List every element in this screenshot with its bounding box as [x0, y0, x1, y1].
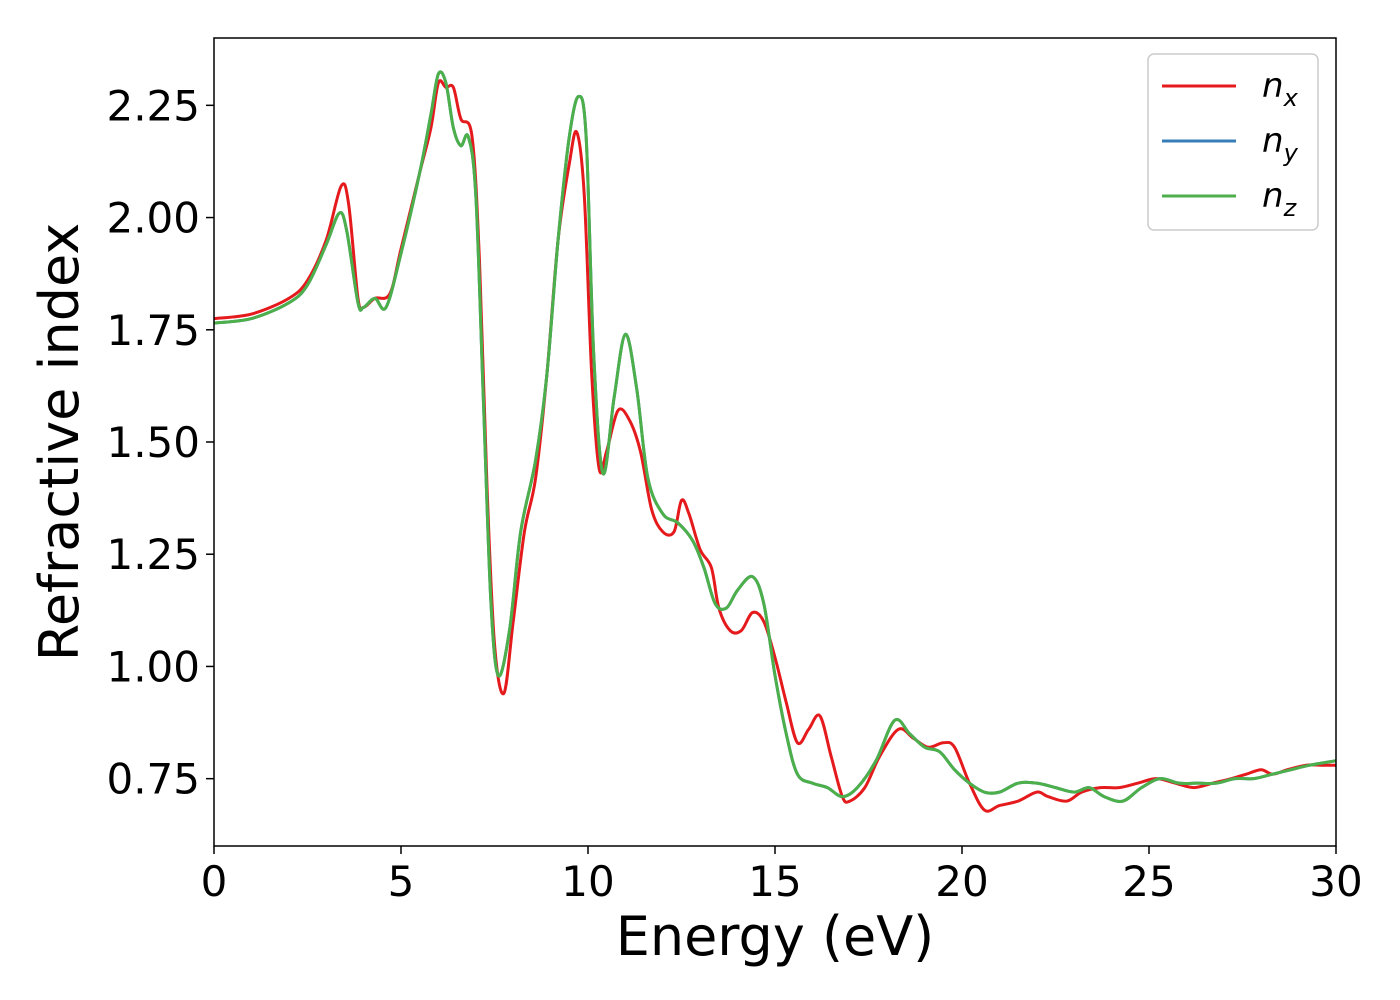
series-line-n-z	[214, 70, 1336, 803]
series-layer	[214, 70, 1336, 813]
x-tick-label: 0	[201, 857, 228, 906]
x-axis-title: Energy (eV)	[616, 905, 935, 968]
y-tick-label: 1.00	[106, 642, 200, 691]
x-tick-label: 5	[388, 857, 415, 906]
x-tick-label: 20	[935, 857, 988, 906]
x-tick-label: 15	[748, 857, 801, 906]
y-tick-label: 1.25	[106, 530, 200, 579]
y-tick-label: 2.25	[106, 81, 200, 130]
series-line-n-x	[214, 79, 1336, 813]
y-tick-label: 0.75	[106, 755, 200, 804]
x-tick-label: 30	[1309, 857, 1362, 906]
y-tick-label: 2.00	[106, 194, 200, 243]
y-axis-title: Refractive index	[28, 223, 91, 662]
x-axis: 0 5 10 15 20 25 30	[201, 846, 1363, 906]
x-tick-label: 10	[561, 857, 614, 906]
x-tick-label: 25	[1122, 857, 1175, 906]
y-tick-label: 1.75	[106, 306, 200, 355]
legend-label-n-z: nz	[1262, 176, 1298, 222]
y-tick-label: 1.50	[106, 418, 200, 467]
y-axis: 0.75 1.00 1.25 1.50 1.75 2.00 2.25	[106, 81, 214, 804]
